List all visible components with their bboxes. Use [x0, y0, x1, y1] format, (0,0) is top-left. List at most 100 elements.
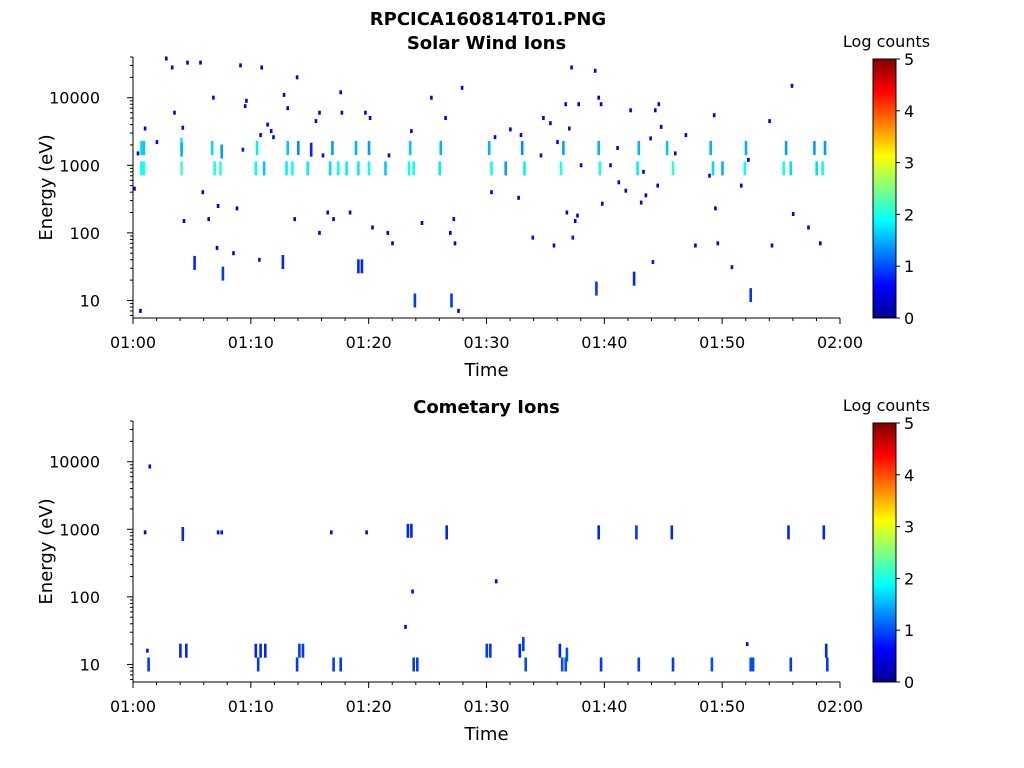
colorbar-label: Log counts: [843, 32, 930, 51]
heatmap-cell: [577, 102, 580, 107]
y-tick-label: 10000: [49, 453, 100, 472]
heatmap-cell: [807, 225, 810, 230]
heatmap-cell: [790, 83, 794, 88]
heatmap-cell: [213, 161, 216, 176]
x-axis-label: Time: [463, 724, 508, 745]
heatmap-cell: [185, 643, 188, 658]
heatmap-cell: [444, 116, 447, 120]
figure-title: RPCICA160814T01.PNG: [370, 9, 606, 30]
heatmap-cell: [494, 579, 498, 584]
heatmap-cell: [221, 266, 225, 281]
heatmap-cell: [559, 161, 563, 176]
heatmap-cell: [565, 647, 569, 662]
heatmap-cell: [318, 230, 321, 235]
heatmap-cell: [367, 161, 371, 176]
heatmap-cell: [768, 119, 771, 124]
heatmap-cell: [412, 161, 415, 176]
y-tick-label: 100: [69, 588, 100, 607]
heatmap-cell: [599, 657, 603, 672]
heatmap-cell: [624, 188, 628, 193]
heatmap-cell: [518, 643, 522, 658]
heatmap-cell: [531, 235, 535, 240]
heatmap-cell: [410, 523, 413, 538]
colorbar-tick-label: 3: [904, 154, 914, 173]
heatmap-cell: [549, 121, 552, 126]
heatmap-cell: [245, 98, 248, 103]
heatmap-cell: [155, 140, 159, 145]
heatmap-cell: [642, 169, 645, 174]
colorbar-tick-label: 0: [904, 673, 914, 692]
heatmap-cell: [328, 161, 332, 176]
panel-title: Cometary Ions: [413, 397, 560, 418]
heatmap-cell: [593, 68, 597, 73]
heatmap-cell: [743, 161, 747, 176]
panel-title: Solar Wind Ions: [407, 33, 566, 54]
y-tick-label: 1000: [59, 520, 100, 539]
heatmap-cell: [824, 643, 828, 658]
heatmap-cell: [295, 657, 299, 672]
y-tick-label: 10: [80, 655, 100, 674]
heatmap-cell: [487, 141, 491, 155]
heatmap-cell: [186, 60, 189, 65]
heatmap-cell: [821, 161, 824, 176]
x-tick-label: 01:50: [699, 333, 745, 352]
heatmap-cell: [180, 161, 183, 176]
heatmap-cell: [254, 161, 258, 176]
heatmap-cell: [616, 146, 619, 150]
x-axis-label: Time: [463, 360, 508, 381]
heatmap-cell: [745, 642, 749, 647]
heatmap-cell: [219, 161, 222, 176]
heatmap-cell: [597, 141, 600, 155]
heatmap-cell: [384, 161, 387, 176]
heatmap-cell: [656, 183, 659, 188]
heatmap-cell: [449, 230, 452, 235]
x-tick-label: 01:10: [228, 333, 274, 352]
heatmap-cell: [708, 173, 711, 178]
heatmap-cell: [181, 527, 185, 541]
heatmap-cell: [542, 116, 545, 120]
colorbar-tick-label: 1: [904, 257, 914, 276]
heatmap-cell: [524, 657, 527, 672]
heatmap-cell: [562, 141, 565, 155]
heatmap-cell: [254, 643, 258, 658]
heatmap-cell: [823, 141, 827, 155]
panel-solar-wind-ions: 01:00 01:10 01:20 01:30 01:40 01:50 02:0010100…: [36, 32, 930, 381]
heatmap-cell: [360, 259, 364, 274]
heatmap-cell: [560, 657, 564, 672]
y-tick-label: 100: [69, 224, 100, 243]
x-tick-label: 01:40: [581, 697, 627, 716]
heatmap-cell: [617, 180, 621, 185]
heatmap-cell: [599, 102, 603, 107]
heatmap-cells: [143, 464, 829, 672]
y-axis-label: Energy (eV): [36, 498, 57, 604]
heatmap-cell: [339, 657, 342, 672]
heatmap-cell: [357, 259, 360, 274]
heatmap-cell: [180, 142, 183, 157]
heatmap-cell: [140, 141, 143, 155]
heatmap-cells: [133, 56, 827, 313]
heatmap-cell: [387, 153, 391, 158]
heatmap-cell: [235, 206, 239, 211]
colorbar-tick-label: 4: [904, 466, 914, 485]
heatmap-cell: [570, 65, 573, 70]
heatmap-cell: [815, 161, 818, 176]
heatmap-cell: [522, 637, 525, 652]
heatmap-cell: [710, 657, 714, 672]
heatmap-cell: [330, 530, 333, 535]
heatmap-cell: [367, 141, 371, 155]
heatmap-cell: [747, 157, 750, 162]
heatmap-cell: [420, 221, 424, 225]
heatmap-cell: [416, 657, 419, 672]
heatmap-cell: [143, 530, 147, 535]
colorbar-tick-label: 3: [904, 518, 914, 537]
heatmap-cell: [339, 90, 342, 95]
heatmap-cell: [649, 136, 652, 141]
heatmap-cell: [291, 161, 294, 176]
heatmap-cell: [539, 153, 543, 158]
heatmap-cell: [671, 161, 675, 176]
heatmap-cell: [490, 190, 493, 195]
y-tick-label: 1000: [59, 156, 100, 175]
heatmap-cell: [326, 210, 329, 215]
heatmap-cell: [438, 161, 441, 176]
colorbar-tick-label: 1: [904, 621, 914, 640]
